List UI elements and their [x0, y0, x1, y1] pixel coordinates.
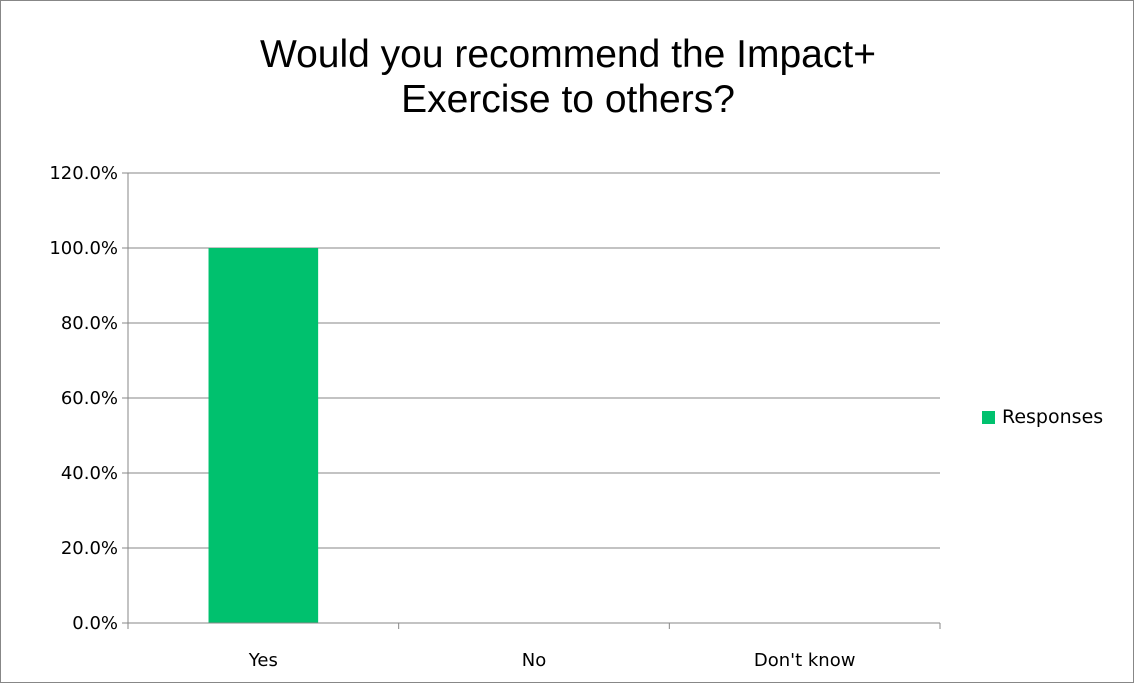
y-tick-label: 40.0% [61, 463, 118, 484]
legend-label: Responses [1002, 406, 1104, 428]
x-tick-labels: Yes No Don't know [248, 650, 856, 671]
y-tick-label: 120.0% [49, 163, 118, 184]
x-tick-label: Don't know [754, 650, 856, 671]
x-tick-label: Yes [248, 650, 278, 671]
chart-title: Would you recommend the Impact+ Exercise… [0, 32, 1136, 122]
x-tick-label: No [522, 650, 546, 671]
y-tick-label: 80.0% [61, 313, 118, 334]
legend-swatch [982, 410, 995, 424]
legend: Responses [982, 405, 1103, 429]
bar-yes [208, 248, 319, 623]
y-tick-label: 100.0% [49, 238, 118, 259]
y-tick-label: 60.0% [61, 388, 118, 409]
y-tick-label: 20.0% [61, 538, 118, 559]
axes [122, 172, 941, 629]
chart-title-line-1: Would you recommend the Impact+ [259, 33, 876, 76]
chart-title-line-2: Exercise to others? [401, 78, 735, 121]
y-tick-label: 0.0% [72, 613, 118, 634]
bars [208, 248, 319, 623]
y-tick-labels: 0.0% 20.0% 40.0% 60.0% 80.0% 100.0% 120.0% [49, 163, 118, 634]
